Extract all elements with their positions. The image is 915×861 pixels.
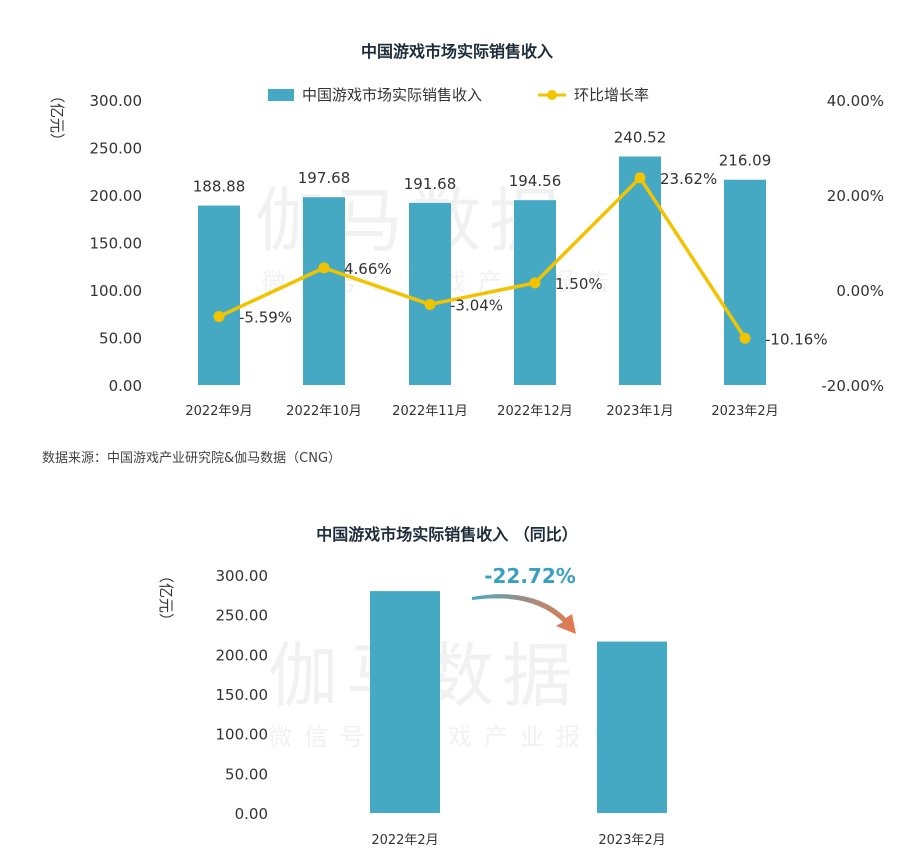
chart2-x-axis: 2022年2月 2023年2月 — [371, 833, 665, 848]
chart1-left-tick: 150.00 — [90, 235, 143, 253]
chart1-bar-labels: 188.88 197.68 191.68 194.56 240.52 216.09 — [193, 129, 772, 196]
chart1-left-tick: 300.00 — [90, 92, 143, 110]
chart2-left-tick: 0.00 — [235, 805, 268, 823]
chart1-growth-value: -5.59% — [239, 309, 292, 327]
chart1-growth-point — [529, 277, 541, 289]
chart1-growth-value: 1.50% — [555, 275, 603, 293]
chart1-right-tick: -20.00% — [821, 377, 884, 395]
chart1-growth-value: -10.16% — [765, 330, 828, 348]
chart1-growth-point — [634, 172, 646, 184]
chart2-bar — [597, 641, 667, 813]
chart1-growth-polyline — [218, 176, 747, 340]
chart1-bar-value: 240.52 — [614, 129, 667, 147]
legend-bar-label: 中国游戏市场实际销售收入 — [302, 86, 482, 104]
chart1-right-tick: 20.00% — [827, 187, 884, 205]
chart1-x-tick: 2022年9月 — [185, 404, 252, 419]
chart1-growth-point — [318, 262, 330, 274]
chart1-bar-value: 191.68 — [404, 175, 457, 193]
chart1-growth-line: -5.59% 4.66% -3.04% 1.50% 23.62% -10.16% — [213, 170, 828, 348]
chart2-x-tick: 2023年2月 — [598, 833, 665, 848]
chart1-bar — [724, 179, 766, 385]
chart1-bar — [514, 200, 556, 385]
source-note: 数据来源：中国游戏产业研究院&伽马数据（CNG） — [42, 451, 341, 466]
chart1-bar — [198, 205, 240, 385]
chart1-bar-value: 216.09 — [719, 152, 772, 170]
chart2-left-tick: 200.00 — [216, 646, 269, 664]
chart1-left-tick: 50.00 — [99, 330, 142, 348]
chart1-right-axis: -20.00% 0.00% 20.00% 40.00% — [821, 92, 884, 395]
chart2-left-tick: 300.00 — [216, 567, 269, 585]
legend-bar-swatch — [268, 89, 294, 101]
chart1-left-tick: 0.00 — [109, 377, 142, 395]
chart1-x-tick: 2022年10月 — [286, 404, 362, 419]
chart1-x-tick: 2022年12月 — [497, 404, 573, 419]
chart1-right-tick: 40.00% — [827, 92, 884, 110]
chart-1: 中国游戏市场实际销售收入 中国游戏市场实际销售收入 环比增长率 （亿元） 0.0… — [48, 42, 884, 419]
chart1-right-tick: 0.00% — [836, 282, 884, 300]
chart2-left-tick: 50.00 — [225, 765, 268, 783]
chart1-ylabel: （亿元） — [48, 88, 66, 148]
chart1-left-tick: 250.00 — [90, 140, 143, 158]
legend-line-marker — [547, 90, 557, 100]
chart1-x-tick: 2023年2月 — [711, 404, 778, 419]
chart1-bar-value: 197.68 — [298, 169, 351, 187]
chart1-bar — [619, 156, 661, 385]
chart2-left-tick: 150.00 — [216, 686, 269, 704]
chart1-growth-value: 4.66% — [344, 260, 392, 278]
legend-line-label: 环比增长率 — [574, 86, 649, 104]
chart2-left-tick: 250.00 — [216, 607, 269, 625]
chart2-title: 中国游戏市场实际销售收入 （同比） — [316, 525, 578, 544]
chart2-bar — [370, 591, 440, 813]
chart1-left-tick: 200.00 — [90, 187, 143, 205]
chart1-bar — [303, 197, 345, 385]
chart1-growth-point — [213, 311, 225, 323]
chart2-bars — [370, 591, 667, 813]
chart1-x-axis: 2022年9月 2022年10月 2022年11月 2022年12月 2023年1月 20… — [185, 404, 778, 419]
chart1-left-axis: 0.00 50.00 100.00 150.00 200.00 250.00 300.00 — [90, 92, 143, 395]
chart1-bar-value: 188.88 — [193, 178, 246, 196]
chart2-x-tick: 2022年2月 — [371, 833, 438, 848]
watermark-sub-2: 微信号：游戏产业报告 — [268, 723, 628, 751]
chart1-growth-value: 23.62% — [660, 170, 717, 188]
chart1-bar — [409, 202, 451, 385]
chart1-bar-value: 194.56 — [509, 172, 562, 190]
yoy-arrow-icon — [472, 594, 576, 634]
yoy-change-label: -22.72% — [484, 564, 576, 588]
chart2-left-tick: 100.00 — [216, 726, 269, 744]
chart1-growth-point — [739, 332, 751, 344]
chart1-x-tick: 2023年1月 — [606, 404, 673, 419]
chart1-growth-value: -3.04% — [450, 296, 503, 314]
chart1-bars — [198, 156, 766, 385]
chart2-left-axis: 0.00 50.00 100.00 150.00 200.00 250.00 300.00 — [216, 567, 269, 823]
chart1-growth-point — [424, 298, 436, 310]
chart2-ylabel: （亿元） — [157, 568, 175, 628]
chart-2: 中国游戏市场实际销售收入 （同比） （亿元） 0.00 50.00 100.00 15… — [157, 525, 667, 848]
chart1-legend: 中国游戏市场实际销售收入 环比增长率 — [268, 86, 649, 104]
chart1-x-tick: 2022年11月 — [392, 404, 468, 419]
chart1-left-tick: 100.00 — [90, 282, 143, 300]
chart1-title: 中国游戏市场实际销售收入 — [361, 42, 553, 61]
